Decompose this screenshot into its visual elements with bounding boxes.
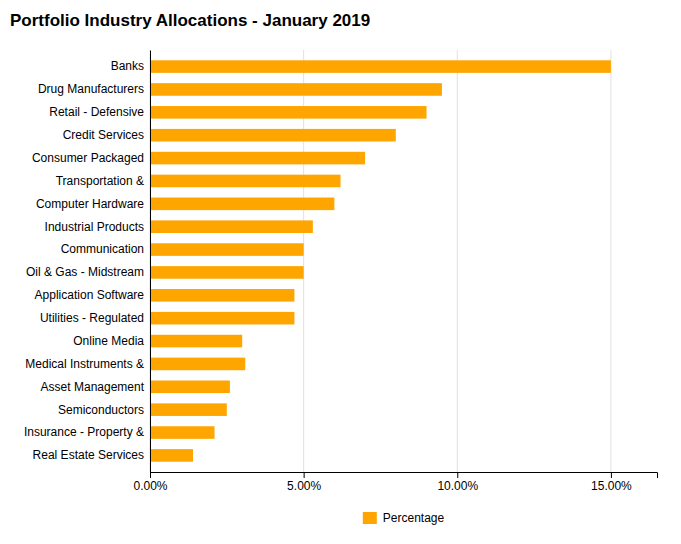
legend-label: Percentage	[383, 511, 445, 525]
x-tick-mark	[611, 472, 612, 478]
x-tick: 10.00%	[437, 472, 478, 493]
bar	[150, 243, 304, 256]
y-tick-label: Application Software	[35, 288, 145, 302]
x-tick: 0.00%	[133, 472, 167, 493]
y-axis-line	[150, 51, 151, 473]
grid-line	[150, 50, 151, 472]
bar	[150, 449, 193, 462]
y-tick-label: Retail - Defensive	[49, 105, 144, 119]
x-tick: 15.00%	[591, 472, 632, 493]
y-tick-label: Online Media	[73, 334, 144, 348]
y-tick: Medical Instruments &	[25, 357, 144, 371]
y-tick-label: Oil & Gas - Midstream	[26, 265, 144, 279]
y-tick-label: Real Estate Services	[33, 448, 144, 462]
legend-item: Percentage	[363, 511, 445, 525]
bar	[150, 60, 611, 73]
y-tick: Drug Manufacturers	[38, 82, 144, 96]
y-tick-label: Banks	[111, 59, 144, 73]
bar	[150, 220, 313, 233]
y-tick: Oil & Gas - Midstream	[26, 265, 144, 279]
y-tick: Communication	[61, 242, 144, 256]
bar	[150, 106, 427, 119]
y-tick-label: Credit Services	[63, 128, 144, 142]
legend-swatch	[363, 512, 377, 524]
y-tick: Consumer Packaged	[32, 151, 144, 165]
x-tick-mark	[304, 472, 305, 478]
y-tick: Retail - Defensive	[49, 105, 144, 119]
plot: 0.00% 5.00% 10.00% 15.00% Banks Drug Manufact…	[24, 50, 658, 493]
y-tick-label: Consumer Packaged	[32, 151, 144, 165]
bar	[150, 266, 304, 279]
y-axis: Banks Drug Manufacturers Retail - Defensiv…	[24, 51, 151, 473]
x-tick-label: 5.00%	[287, 479, 321, 493]
bars	[150, 60, 611, 461]
bar	[150, 403, 227, 416]
y-tick: Industrial Products	[45, 220, 144, 234]
legend: Percentage	[363, 511, 445, 525]
bar	[150, 358, 245, 371]
bar	[150, 381, 230, 394]
y-tick: Real Estate Services	[33, 448, 144, 462]
y-tick: Insurance - Property &	[24, 425, 144, 439]
title: Portfolio Industry Allocations - January…	[10, 11, 370, 30]
grid-line	[457, 50, 458, 472]
y-tick-label: Transportation &	[56, 174, 144, 188]
y-tick-label: Medical Instruments &	[25, 357, 144, 371]
bar	[150, 198, 334, 211]
y-tick-label: Asset Management	[41, 380, 145, 394]
x-tick-label: 10.00%	[437, 479, 478, 493]
y-tick: Semiconductors	[58, 403, 144, 417]
y-tick: Asset Management	[41, 380, 145, 394]
y-tick-label: Drug Manufacturers	[38, 82, 144, 96]
x-axis: 0.00% 5.00% 10.00% 15.00%	[133, 472, 657, 493]
x-tick-mark	[150, 472, 151, 478]
y-tick: Online Media	[73, 334, 144, 348]
y-tick: Utilities - Regulated	[40, 311, 144, 325]
y-tick-label: Communication	[61, 242, 144, 256]
x-axis-line	[151, 473, 658, 479]
bar	[150, 152, 365, 165]
x-tick-mark	[457, 472, 458, 478]
bar	[150, 312, 294, 325]
y-tick-label: Computer Hardware	[36, 197, 144, 211]
grid-line	[610, 50, 611, 472]
y-tick: Computer Hardware	[36, 197, 144, 211]
bar	[150, 289, 294, 302]
bar	[150, 335, 242, 348]
bar	[150, 426, 215, 439]
y-tick: Credit Services	[63, 128, 144, 142]
x-tick: 5.00%	[287, 472, 321, 493]
x-tick-label: 0.00%	[133, 479, 167, 493]
y-tick-label: Industrial Products	[45, 220, 144, 234]
y-tick: Banks	[111, 59, 144, 73]
x-tick-label: 15.00%	[591, 479, 632, 493]
y-tick-label: Utilities - Regulated	[40, 311, 144, 325]
bar	[150, 129, 396, 142]
y-tick-label: Semiconductors	[58, 403, 144, 417]
bar	[150, 83, 442, 96]
y-tick: Transportation &	[56, 174, 144, 188]
grid	[150, 50, 611, 472]
chart: Portfolio Industry Allocations - January…	[0, 0, 681, 544]
y-tick-label: Insurance - Property &	[24, 425, 144, 439]
bar	[150, 175, 341, 188]
y-tick: Application Software	[35, 288, 145, 302]
